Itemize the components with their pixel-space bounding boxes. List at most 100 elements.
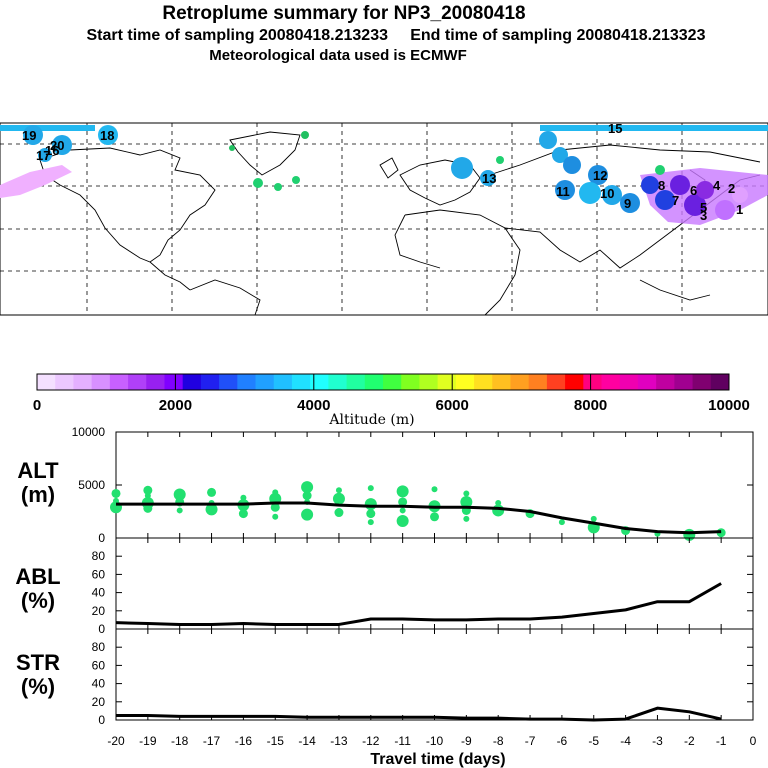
altitude-point [176,507,183,514]
colorbar-cell [601,374,621,390]
panel-unit: (m) [21,482,55,507]
x-tick-label: -16 [235,734,253,748]
x-tick-label: -1 [716,734,727,748]
x-tick-label: -5 [588,734,599,748]
y-tick-label: 60 [92,567,106,581]
plume-circle [38,148,52,162]
x-axis-tick-labels: -20 -19 -18 -17 -16 -15 -14 -13 -12 -11 -10 -9 -8 -7-… [107,734,756,748]
x-tick-label: -15 [267,734,285,748]
altitude-colorbar: 0 2000 4000 6000 8000 10000 Altitude (m) [33,373,750,428]
plume-band-east [540,125,768,131]
altitude-point [495,500,502,507]
colorbar-tick-label: 8000 [574,397,607,414]
x-tick-label: -13 [330,734,348,748]
panel-frame [115,537,754,630]
colorbar-cell [219,374,238,390]
plume-circle [253,178,263,188]
plume-day-label: 10 [600,186,614,201]
y-tick-label: 60 [92,658,106,672]
plume-circle [655,190,675,210]
plume-circle [480,170,496,186]
altitude-point [302,491,312,501]
y-tick-label: 80 [92,640,106,654]
colorbar-cell [637,374,657,390]
plume-circle [684,194,706,216]
colorbar-cell [692,374,712,390]
plume-circle [620,193,640,213]
altitude-point [334,508,344,518]
panel-frame [115,628,754,721]
plume-circle [588,165,608,185]
plume-markers [0,125,768,225]
series-line [115,582,722,626]
plume-day-label: 8 [658,178,665,193]
colorbar-cell [91,374,111,390]
colorbar-cell [291,374,311,390]
x-tick-label: -8 [493,734,504,748]
plume-day-label: 4 [713,178,721,193]
sampling-time-subtitle: Start time of sampling 20080418.213233 E… [86,27,706,44]
plume-day-label: 19 [22,128,36,143]
colorbar-cell [182,374,202,390]
x-tick-label: -2 [684,734,695,748]
altitude-point [270,502,280,512]
colorbar-cell [164,374,184,390]
x-tick-label: -20 [107,734,125,748]
panel-alt: 0 5000 10000 ALT(m) [17,425,754,545]
series-line [116,501,722,535]
y-tick-label: 0 [98,531,105,545]
plume-day-label: 6 [690,183,697,198]
plume-day-label: 18 [100,128,114,143]
plume-day-label: 15 [608,121,622,136]
colorbar-cell [328,374,348,390]
colorbar-cell [474,374,493,390]
panel-abl: 0 20 40 60 80 ABL(%) [15,537,754,636]
colorbar-cell [710,374,730,390]
colorbar-cell [237,374,257,390]
altitude-point [492,504,505,517]
colorbar-cell [73,374,93,390]
x-tick-label: -10 [426,734,444,748]
panel-unit: (%) [21,674,55,699]
plume-circle [602,185,622,205]
plume-circle [670,175,690,195]
panel-label: STR [16,650,60,675]
colorbar-tick-label: 4000 [297,397,330,414]
plume-circle [539,131,557,149]
x-tick-label: 0 [750,734,757,748]
x-tick-label: -14 [298,734,316,748]
altitude-point [367,485,374,492]
x-tick-label: -9 [461,734,472,748]
meteorological-data-note: Meteorological data used is ECMWF [209,47,467,64]
colorbar-cell [510,374,530,390]
plume-circle [98,125,118,145]
plume-day-label: 5 [700,200,707,215]
colorbar-title: Altitude (m) [328,412,414,428]
altitude-point [558,519,565,526]
x-axis-label: Travel time (days) [370,751,505,768]
altitude-point [240,494,247,501]
altitude-point [396,515,409,528]
altitude-point [460,495,473,508]
colorbar-cell [492,374,511,390]
altitude-point [205,503,218,516]
plume-circle [292,176,300,184]
panel-str: 0 20 40 60 80 STR(%) [16,628,754,727]
plume-circle [552,147,568,163]
plume-circle [23,125,43,145]
colorbar-cell [583,374,603,390]
colorbar-cell [528,374,548,390]
altitude-point [111,488,121,498]
plume-circle [579,182,601,204]
altitude-point [238,509,248,519]
altitude-point [207,487,217,497]
plume-circle [715,200,735,220]
coastlines [39,131,761,316]
plume-circle [229,145,235,151]
colorbar-cell [455,374,475,390]
plume-day-label: 7 [672,193,679,208]
altitude-point [398,497,408,507]
colorbar-cell [364,374,384,390]
altitude-point [396,485,409,498]
